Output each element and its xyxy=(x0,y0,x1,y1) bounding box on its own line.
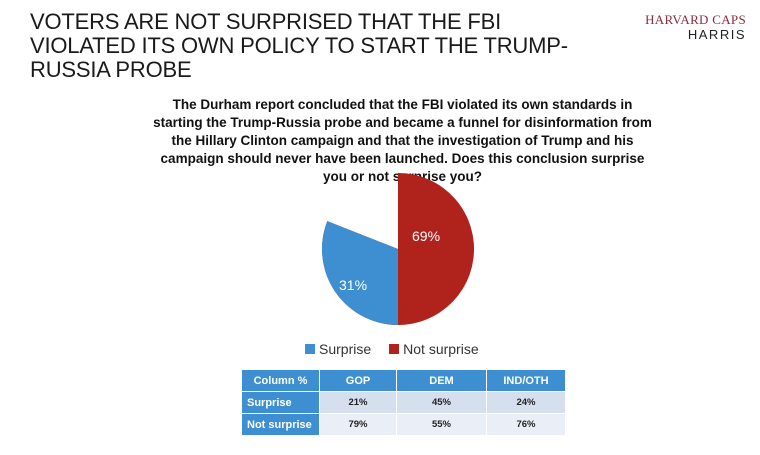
page-title: VOTERS ARE NOT SURPRISED THAT THE FBI VI… xyxy=(30,9,568,82)
legend-swatch-surprise xyxy=(305,344,315,354)
table-row: Not surprise 79% 55% 76% xyxy=(241,413,566,436)
table-cell: 55% xyxy=(396,413,487,436)
legend-label-not-surprise: Not surprise xyxy=(403,341,479,357)
table-header-row: Column % GOP DEM IND/OTH xyxy=(241,369,566,392)
table-header-cell: Column % xyxy=(241,369,320,392)
crosstab-table: Column % GOP DEM IND/OTH Surprise 21% 45… xyxy=(241,369,566,436)
legend-item-surprise: Surprise xyxy=(305,341,371,357)
pie-slice-surprise xyxy=(322,221,398,325)
table-cell: 45% xyxy=(396,391,487,414)
legend-label-surprise: Surprise xyxy=(319,341,372,357)
table-cell: 79% xyxy=(319,413,397,436)
pie-svg xyxy=(322,173,475,325)
table-row: Surprise 21% 45% 24% xyxy=(241,391,566,414)
legend-item-not-surprise: Not surprise xyxy=(389,341,479,357)
table-header-cell: DEM xyxy=(396,369,487,392)
chart-legend: Surprise Not surprise xyxy=(305,341,479,357)
logo-line1: HARVARD CAPS xyxy=(645,12,746,27)
table-row-label: Not surprise xyxy=(241,413,320,436)
pie-label-surprise: 31% xyxy=(339,277,368,293)
logo-line2: HARRIS xyxy=(687,27,746,42)
table-cell: 21% xyxy=(319,391,397,414)
table-cell: 76% xyxy=(486,413,566,436)
survey-question: The Durham report concluded that the FBI… xyxy=(153,97,652,184)
table-row-label: Surprise xyxy=(241,391,320,414)
legend-swatch-not-surprise xyxy=(389,344,400,354)
table-header-cell: GOP xyxy=(319,369,397,392)
table-cell: 24% xyxy=(486,391,566,414)
table-header-cell: IND/OTH xyxy=(486,369,566,392)
harvard-caps-harris-logo: HARVARD CAPS HARRIS xyxy=(645,12,746,42)
pie-label-not-surprise: 69% xyxy=(412,228,441,244)
pie-chart: 69% 31% xyxy=(322,173,475,325)
